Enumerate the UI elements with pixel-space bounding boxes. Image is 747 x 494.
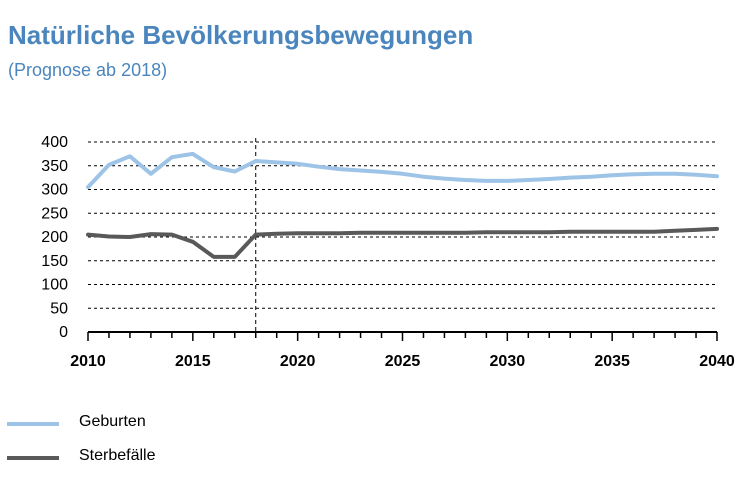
grid-layer <box>88 138 717 332</box>
legend-item-deaths: Sterbefälle <box>0 442 300 476</box>
y-tick-label: 250 <box>41 205 68 222</box>
legend: Geburten Sterbefälle <box>0 408 300 476</box>
y-tick-label: 100 <box>41 277 68 294</box>
tick-layer: 0 50 100 150 200 250 300 350 400 2010 2015 2020 2025… <box>41 134 735 370</box>
y-tick-label: 0 <box>59 324 68 341</box>
y-tick-label: 400 <box>41 134 68 151</box>
chart-subtitle: (Prognose ab 2018) <box>8 60 168 80</box>
y-tick-label: 350 <box>41 158 68 175</box>
x-tick-label: 2020 <box>280 353 316 370</box>
series-layer <box>86 151 719 259</box>
y-tick-label: 150 <box>41 253 68 270</box>
x-tick-label: 2010 <box>70 353 106 370</box>
axis-layer <box>87 331 718 341</box>
y-tick-label: 50 <box>50 300 68 317</box>
x-tick-label: 2040 <box>699 353 735 370</box>
legend-swatch-deaths <box>7 456 59 460</box>
series-line-births <box>86 151 719 190</box>
legend-label-births: Geburten <box>79 413 146 430</box>
y-tick-label: 300 <box>41 182 68 199</box>
x-tick-label: 2015 <box>175 353 211 370</box>
y-tick-label: 200 <box>41 229 68 246</box>
line-chart: 0 50 100 150 200 250 300 350 400 2010 2015 2020 2025… <box>41 134 735 370</box>
x-tick-label: 2035 <box>594 353 630 370</box>
x-tick-label: 2025 <box>385 353 421 370</box>
legend-label-deaths: Sterbefälle <box>79 447 156 464</box>
legend-swatch-births <box>7 422 59 426</box>
x-tick-label: 2030 <box>490 353 526 370</box>
chart-title: Natürliche Bevölkerungsbewegungen <box>8 20 474 50</box>
legend-item-births: Geburten <box>0 408 300 442</box>
series-line-deaths <box>86 226 719 259</box>
